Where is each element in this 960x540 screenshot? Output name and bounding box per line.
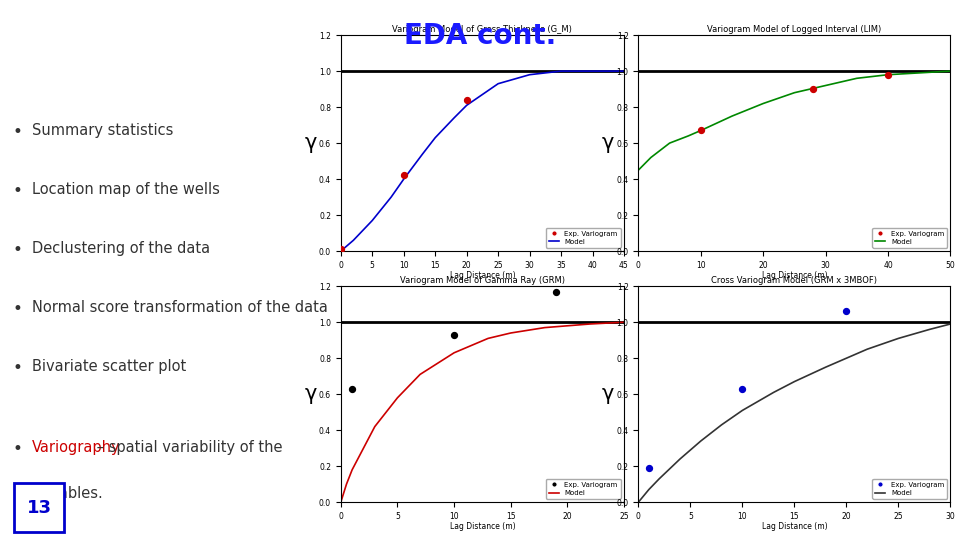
X-axis label: Lag Distance (m): Lag Distance (m) <box>449 522 516 531</box>
X-axis label: Lag Distance (m): Lag Distance (m) <box>449 271 516 280</box>
Title: Variogram Model of Gamma Ray (GRM): Variogram Model of Gamma Ray (GRM) <box>400 276 564 286</box>
Text: – spatial variability of the: – spatial variability of the <box>92 441 282 455</box>
Text: Location map of the wells: Location map of the wells <box>32 182 220 197</box>
Text: •: • <box>12 300 23 318</box>
Point <box>548 287 564 296</box>
X-axis label: Lag Distance (m): Lag Distance (m) <box>761 271 828 280</box>
Text: •: • <box>12 359 23 377</box>
Point <box>333 245 348 254</box>
Title: Cross Variogram Model (GRM x 3MBOF): Cross Variogram Model (GRM x 3MBOF) <box>711 276 877 286</box>
X-axis label: Lag Distance (m): Lag Distance (m) <box>761 522 828 531</box>
Text: •: • <box>12 241 23 259</box>
Text: •: • <box>12 123 23 141</box>
Legend: Exp. Variogram, Model: Exp. Variogram, Model <box>872 228 947 248</box>
Point <box>345 384 360 393</box>
Text: Bivariate scatter plot: Bivariate scatter plot <box>32 359 186 374</box>
Title: Variogram Model of Gross Thickness (G_M): Variogram Model of Gross Thickness (G_M) <box>393 25 572 35</box>
Text: Normal score transformation of the data: Normal score transformation of the data <box>32 300 327 315</box>
Text: variables.: variables. <box>32 486 104 501</box>
Point <box>459 96 474 104</box>
Text: Declustering of the data: Declustering of the data <box>32 241 210 256</box>
Legend: Exp. Variogram, Model: Exp. Variogram, Model <box>545 479 620 499</box>
Y-axis label: γ: γ <box>304 133 317 153</box>
Point <box>446 330 462 339</box>
Point <box>641 464 657 472</box>
Point <box>693 126 708 135</box>
Text: •: • <box>12 441 23 458</box>
FancyBboxPatch shape <box>14 483 64 532</box>
Legend: Exp. Variogram, Model: Exp. Variogram, Model <box>872 479 947 499</box>
Text: Variography: Variography <box>32 441 120 455</box>
Point <box>839 307 854 316</box>
Text: 13: 13 <box>27 498 52 517</box>
Title: Variogram Model of Logged Interval (LIM): Variogram Model of Logged Interval (LIM) <box>708 25 881 35</box>
Y-axis label: γ: γ <box>304 384 317 404</box>
Point <box>396 171 412 180</box>
Text: EDA cont.: EDA cont. <box>404 22 556 50</box>
Y-axis label: γ: γ <box>602 133 614 153</box>
Point <box>880 70 896 79</box>
Point <box>734 384 750 393</box>
Text: Summary statistics: Summary statistics <box>32 123 173 138</box>
Point <box>805 85 821 93</box>
Legend: Exp. Variogram, Model: Exp. Variogram, Model <box>545 228 620 248</box>
Y-axis label: γ: γ <box>602 384 614 404</box>
Text: •: • <box>12 182 23 200</box>
